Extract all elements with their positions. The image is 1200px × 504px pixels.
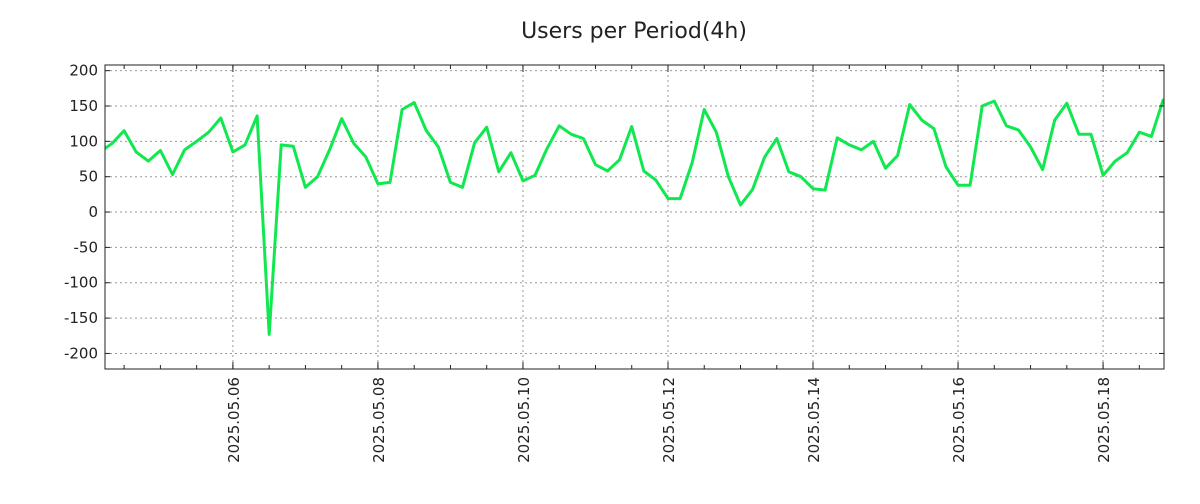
x-axis: 2025.05.06 2025.05.08 2025.05.10 2025.05.12… xyxy=(124,65,1139,463)
y-tick-label: 150 xyxy=(69,97,98,115)
y-tick-label: -200 xyxy=(64,344,98,362)
y-tick-label: 100 xyxy=(69,132,98,150)
series-line-users xyxy=(100,99,1164,335)
y-tick-label: 0 xyxy=(88,203,98,221)
y-tick-label: -50 xyxy=(74,238,99,256)
chart-title: Users per Period(4h) xyxy=(521,19,747,44)
y-tick-label: 50 xyxy=(79,168,98,186)
x-tick-label: 2025.05.08 xyxy=(370,377,388,463)
y-tick-label: -100 xyxy=(64,274,98,292)
y-tick-label: 200 xyxy=(69,62,98,80)
series-layer xyxy=(100,99,1164,335)
x-tick-label: 2025.05.06 xyxy=(225,377,243,463)
y-axis: 200 150 100 50 0 -50 -100 -150 -200 xyxy=(64,62,1164,363)
x-tick-label: 2025.05.16 xyxy=(950,377,968,463)
y-tick-label: -150 xyxy=(64,309,98,327)
x-tick-label: 2025.05.14 xyxy=(805,377,823,463)
x-tick-label: 2025.05.12 xyxy=(660,377,678,463)
x-tick-label: 2025.05.10 xyxy=(515,377,533,463)
x-tick-label: 2025.05.18 xyxy=(1095,377,1113,463)
